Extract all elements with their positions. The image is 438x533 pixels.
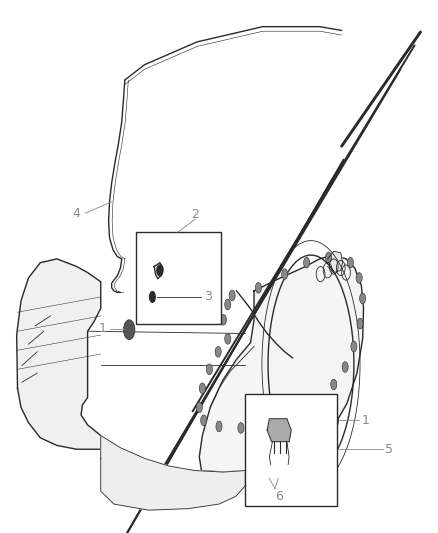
Circle shape	[199, 383, 205, 394]
Circle shape	[300, 406, 306, 416]
Circle shape	[255, 282, 261, 293]
Polygon shape	[17, 259, 101, 449]
Circle shape	[196, 402, 202, 413]
Circle shape	[157, 265, 163, 276]
Polygon shape	[267, 419, 291, 442]
Circle shape	[260, 421, 266, 432]
Circle shape	[347, 257, 353, 268]
Text: 5: 5	[385, 443, 393, 456]
Circle shape	[342, 362, 348, 373]
Circle shape	[124, 320, 135, 340]
Circle shape	[282, 269, 288, 279]
Circle shape	[225, 299, 231, 310]
Circle shape	[216, 421, 222, 432]
Text: 3: 3	[204, 290, 212, 303]
Circle shape	[238, 423, 244, 433]
Circle shape	[356, 272, 362, 283]
Circle shape	[329, 412, 339, 429]
Polygon shape	[101, 435, 245, 510]
Circle shape	[304, 257, 310, 268]
Circle shape	[201, 415, 207, 426]
Circle shape	[149, 291, 156, 303]
Circle shape	[281, 415, 287, 426]
Circle shape	[357, 318, 363, 329]
Text: 1: 1	[362, 414, 370, 427]
Text: 6: 6	[276, 490, 283, 503]
Circle shape	[351, 341, 357, 352]
Circle shape	[206, 364, 212, 375]
Circle shape	[325, 252, 332, 263]
Polygon shape	[328, 251, 343, 272]
Circle shape	[360, 293, 366, 304]
Circle shape	[229, 290, 235, 301]
Bar	[136, 232, 221, 324]
Text: 2: 2	[191, 208, 199, 221]
Bar	[245, 394, 337, 506]
Text: 4: 4	[73, 207, 81, 220]
Circle shape	[225, 334, 231, 344]
Circle shape	[220, 314, 226, 325]
Polygon shape	[199, 255, 364, 472]
Circle shape	[215, 346, 221, 357]
Text: 1: 1	[99, 322, 107, 335]
Circle shape	[331, 379, 337, 390]
Circle shape	[317, 394, 323, 405]
